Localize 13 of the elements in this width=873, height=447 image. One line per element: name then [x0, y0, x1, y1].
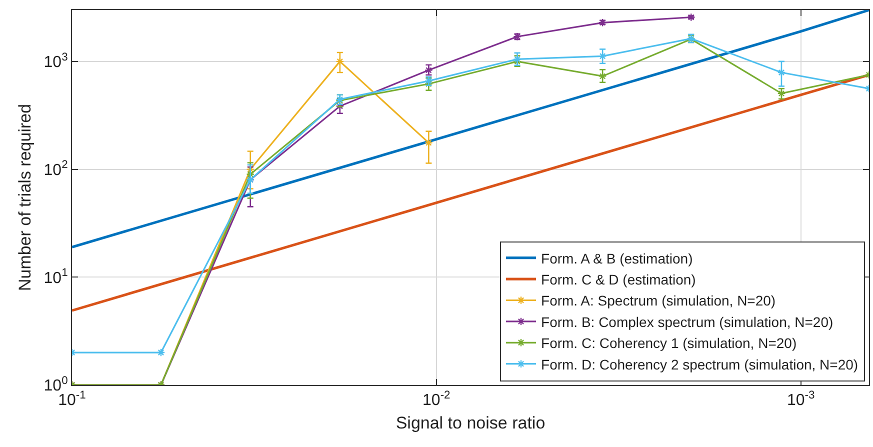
y-tick-label: 10$^{3}$	[44, 51, 68, 72]
legend-label: Form. A & B (estimation)	[541, 250, 693, 266]
legend-label: Form. D: Coherency 2 spectrum (simulation, N=20)	[541, 356, 858, 372]
y-axis-title: Number of trials required	[15, 104, 34, 292]
y-tick-label: 10$^{2}$	[44, 159, 68, 179]
x-axis-title: Signal to noise ratio	[396, 414, 546, 433]
legend-label: Form. C: Coherency 1 (simulation, N=20)	[541, 335, 797, 352]
legend-label: Form. B: Complex spectrum (simulation, N=20)	[541, 314, 834, 330]
x-tick-label: 10$^{-3}$	[786, 389, 815, 410]
y-tick-label: 10$^{1}$	[44, 267, 68, 287]
legend-label: Form. A: Spectrum (simulation, N=20)	[541, 292, 776, 309]
x-tick-label: 10$^{-2}$	[422, 389, 450, 410]
legend-label: Form. C & D (estimation)	[541, 272, 696, 288]
